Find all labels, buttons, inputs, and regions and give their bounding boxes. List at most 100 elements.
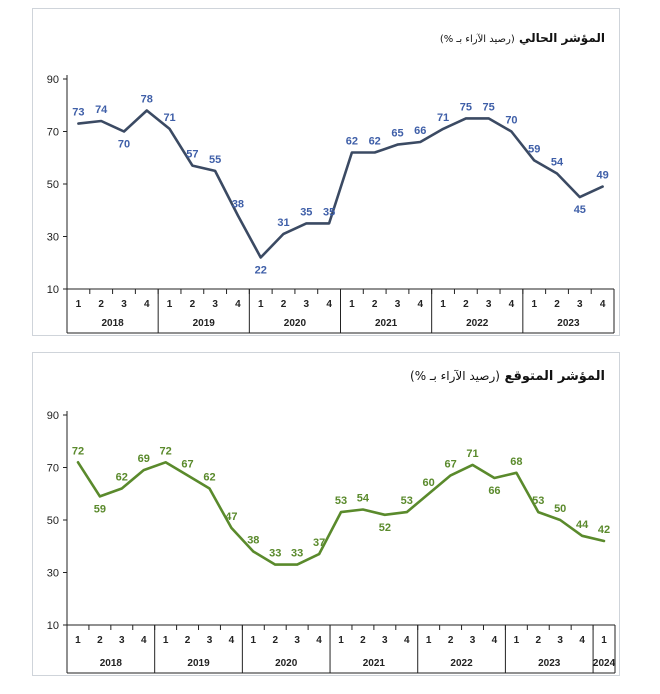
expected-data-label: 71 [466,448,478,460]
current-quarter-label: 3 [212,299,218,310]
current-quarter-label: 4 [144,299,150,310]
current-quarter-label: 4 [417,299,423,310]
expected-data-label: 62 [203,472,215,484]
current-data-label: 31 [277,217,289,229]
current-year-label: 2019 [193,318,216,329]
current-quarter-label: 4 [326,299,332,310]
expected-quarter-label: 3 [470,635,476,646]
current-data-label: 35 [300,206,312,218]
current-y-tick-label: 30 [47,232,59,244]
current-y-tick-label: 50 [47,179,59,191]
current-quarter-label: 2 [281,299,287,310]
current-series-line [77,109,604,259]
expected-data-label: 53 [532,495,544,507]
expected-data-label: 53 [335,495,347,507]
current-quarter-label: 1 [440,299,446,310]
current-quarter-label: 1 [258,299,264,310]
expected-data-label: 72 [160,445,172,457]
expected-year-label: 2022 [450,658,473,669]
expected-quarter-label: 2 [97,635,103,646]
current-data-label: 35 [323,206,335,218]
expected-y-tick-label: 10 [47,620,59,632]
current-quarter-label: 1 [76,299,82,310]
current-index-chart: 10 30 50 70 90 1 2 3 4 1 2 3 4 1 2 3 4 1 2 3 4 1 2 3 4 1 2 3 4 2018 20… [47,74,615,334]
current-quarter-label: 3 [304,299,310,310]
expected-quarter-label: 2 [535,635,541,646]
current-data-label: 62 [346,136,358,148]
current-data-label: 22 [255,265,267,277]
current-quarter-label: 4 [600,299,606,310]
expected-quarter-label: 3 [207,635,213,646]
expected-data-label: 66 [488,485,500,497]
current-quarter-label: 3 [577,299,583,310]
current-data-label: 45 [574,204,586,216]
expected-data-label: 67 [444,458,456,470]
current-data-label: 65 [391,128,403,140]
expected-quarter-label: 2 [448,635,454,646]
current-quarter-label: 4 [235,299,241,310]
current-data-label: 78 [141,94,153,106]
current-y-tick-label: 10 [47,284,59,296]
expected-data-label: 60 [423,477,435,489]
expected-quarter-label: 3 [557,635,563,646]
current-data-label: 38 [232,199,244,211]
expected-data-label: 44 [576,519,589,531]
current-quarter-label: 1 [531,299,537,310]
expected-data-label: 52 [379,522,391,534]
current-data-label: 55 [209,154,221,166]
expected-quarter-label: 2 [185,635,191,646]
expected-data-label: 42 [598,524,610,536]
expected-quarter-label: 4 [492,635,498,646]
expected-quarter-label: 1 [75,635,81,646]
expected-quarter-label: 4 [229,635,235,646]
current-y-tick-label: 90 [47,74,59,86]
current-quarter-label: 2 [372,299,378,310]
current-data-label: 75 [460,101,472,113]
current-index-chart-panel: المؤشر الحالي (رصيد الآراء بـ %) 10 30 50 7… [32,8,620,336]
expected-year-label: 2019 [187,658,210,669]
expected-data-label: 54 [357,493,370,505]
current-quarter-label: 3 [395,299,401,310]
expected-data-label: 67 [181,458,193,470]
current-quarter-label: 2 [190,299,196,310]
expected-quarter-label: 3 [294,635,300,646]
current-quarter-label: 4 [509,299,515,310]
expected-data-label: 33 [291,548,303,560]
expected-quarter-label: 1 [426,635,432,646]
expected-quarter-label: 3 [119,635,125,646]
current-data-label: 70 [505,115,517,127]
current-data-label: 71 [437,112,449,124]
expected-year-label: 2021 [363,658,386,669]
current-data-label: 57 [186,149,198,161]
expected-quarter-label: 4 [404,635,410,646]
current-data-label: 73 [72,107,84,119]
expected-y-tick-label: 90 [47,410,59,422]
expected-data-label: 69 [138,453,150,465]
current-data-label: 59 [528,143,540,155]
current-year-label: 2023 [557,318,580,329]
expected-y-tick-label: 50 [47,515,59,527]
expected-quarter-label: 1 [601,635,607,646]
expected-index-subtitle: (رصيد الآراء بـ %) [410,369,500,383]
current-quarter-label: 1 [167,299,173,310]
current-data-label: 71 [163,112,175,124]
expected-quarter-label: 2 [360,635,366,646]
expected-data-label: 38 [247,535,259,547]
expected-quarter-label: 2 [272,635,278,646]
expected-quarter-label: 4 [141,635,147,646]
current-quarter-label: 3 [486,299,492,310]
expected-quarter-label: 4 [579,635,585,646]
expected-y-tick-label: 30 [47,568,59,580]
expected-index-chart: 10 30 50 70 90 1 2 3 4 1 2 3 4 1 2 3 4 1 2 3 4 1 2 3 4 1 2 3 4 1 2018 2… [47,410,616,674]
expected-quarter-label: 1 [163,635,169,646]
current-year-label: 2022 [466,318,489,329]
expected-data-label: 72 [72,445,84,457]
current-y-tick-label: 70 [47,127,59,139]
expected-year-label: 2020 [275,658,298,669]
current-data-label: 70 [118,139,130,151]
current-quarter-label: 1 [349,299,355,310]
current-data-label: 66 [414,125,426,137]
current-quarter-label: 2 [554,299,560,310]
expected-index-title-text: المؤشر المتوقع [504,369,605,384]
expected-data-label: 62 [116,472,128,484]
